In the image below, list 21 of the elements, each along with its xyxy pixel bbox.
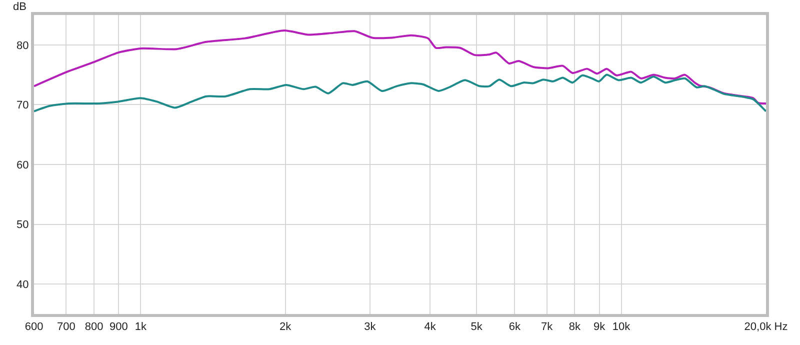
- x-tick-label: 800: [84, 321, 104, 334]
- x-tick-label: 4k: [424, 321, 436, 334]
- x-tick-label: 2k: [280, 321, 292, 334]
- y-tick-label: 50: [16, 219, 29, 232]
- y-tick-label: 70: [16, 100, 29, 112]
- y-tick-label: 60: [16, 159, 29, 172]
- x-tick-label: 10k: [612, 321, 631, 334]
- x-tick-label: 1k: [134, 321, 147, 334]
- y-tick-label: 40: [16, 278, 29, 291]
- x-tick-label: 20,0k Hz: [744, 321, 788, 334]
- x-tick-label: 6k: [508, 321, 521, 334]
- x-tick-label: 8k: [568, 321, 582, 334]
- x-tick-label: 5k: [470, 321, 483, 334]
- x-tick-label: 900: [109, 321, 128, 334]
- x-tick-label: 700: [57, 321, 76, 334]
- x-tick-label: 3k: [364, 321, 376, 334]
- x-tick-label: 600: [24, 321, 44, 334]
- x-tick-label: 7k: [541, 321, 554, 334]
- y-tick-label: 80: [16, 40, 29, 52]
- x-tick-label: 9k: [593, 321, 606, 334]
- y-axis-title: dB: [13, 1, 26, 13]
